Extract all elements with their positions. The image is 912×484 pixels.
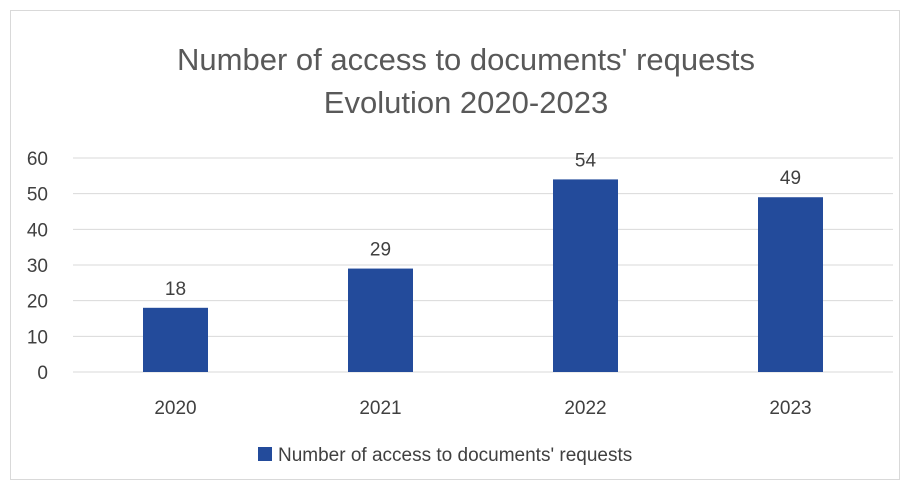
gridlines [73,157,893,373]
chart-frame [10,10,900,480]
y-tick-label: 30 [27,256,48,277]
data-label-2020: 18 [165,279,186,300]
legend[interactable]: Number of access to documents' requests [258,445,632,466]
bar-2023[interactable] [758,197,823,372]
y-axis: 0 10 20 30 40 50 60 [27,149,48,384]
y-tick-label: 40 [27,220,48,241]
data-labels: 18 29 54 49 [165,150,801,299]
legend-label: Number of access to documents' requests [278,445,632,466]
x-tick-label-2021: 2021 [359,398,401,419]
chart-title-line-2: Evolution 2020-2023 [324,85,608,120]
y-tick-label: 50 [27,185,48,206]
legend-swatch [258,447,272,461]
bars [143,179,823,372]
x-tick-label-2020: 2020 [154,398,196,419]
y-tick-label: 0 [37,363,48,384]
data-label-2023: 49 [780,168,801,189]
x-axis: 2020 2021 2022 2023 [154,398,811,419]
y-tick-label: 20 [27,292,48,313]
bar-2020[interactable] [143,307,208,372]
data-label-2022: 54 [575,150,597,171]
chart-title-line-1: Number of access to documents' requests [177,42,755,77]
x-tick-label-2023: 2023 [769,398,811,419]
y-tick-label: 10 [27,327,48,348]
data-label-2021: 29 [370,240,391,261]
y-tick-label: 60 [27,149,48,170]
bar-2021[interactable] [348,268,413,372]
x-tick-label-2022: 2022 [564,398,606,419]
bar-2022[interactable] [553,179,618,372]
